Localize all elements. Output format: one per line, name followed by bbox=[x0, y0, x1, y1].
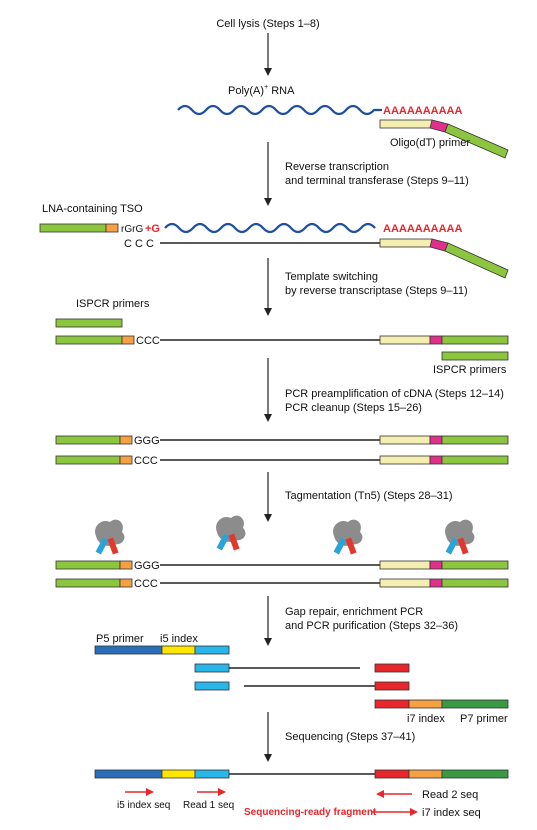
step-sequencing: Sequencing (Steps 37–41) bbox=[285, 731, 415, 743]
final-i7 bbox=[408, 769, 443, 779]
read1-primer-seg bbox=[194, 645, 230, 655]
ds3-magenta-bottom bbox=[429, 578, 443, 588]
ds-magenta-1 bbox=[429, 335, 443, 345]
p7-primer-seg bbox=[441, 699, 509, 709]
p5-primer-label: P5 primer bbox=[96, 633, 144, 645]
final-read1 bbox=[194, 769, 230, 779]
ccc-label-3: CCC bbox=[134, 578, 158, 590]
polya-rna-label: Poly(A)+ RNA bbox=[228, 84, 295, 97]
oligo-dt-label: Oligo(dT) primer bbox=[390, 137, 470, 149]
i5-index-label: i5 index bbox=[160, 633, 198, 645]
tn5-complex-3 bbox=[333, 519, 363, 555]
final-p5 bbox=[94, 769, 163, 779]
ds-orange-left bbox=[121, 335, 135, 345]
step-by-rt: by reverse transcriptase (Steps 9–11) bbox=[285, 285, 468, 297]
ispcr-primers-top-label: ISPCR primers bbox=[76, 298, 150, 310]
read1-seq-label: Read 1 seq bbox=[183, 800, 234, 811]
seq-ready-label: Sequencing-ready fragment bbox=[244, 807, 377, 818]
ispcr-primer-bottom bbox=[441, 351, 509, 361]
tso-lna-g: +G bbox=[145, 223, 160, 235]
tso-handle bbox=[39, 223, 107, 233]
final-i5 bbox=[161, 769, 196, 779]
final-read2 bbox=[374, 769, 410, 779]
step-reverse-transcription: Reverse transcription bbox=[285, 161, 389, 173]
i7-index-label: i7 index bbox=[407, 713, 445, 725]
step-gap-repair: Gap repair, enrichment PCR bbox=[285, 606, 423, 618]
ds2-magenta-top bbox=[429, 435, 443, 445]
tn5-complex-2 bbox=[216, 515, 246, 551]
ds2-handle-bottom bbox=[55, 455, 121, 465]
ds3-handle-bottom bbox=[55, 578, 121, 588]
mrna-wave bbox=[177, 104, 382, 116]
ds3-handle-right-bottom bbox=[441, 578, 509, 588]
ds2-cream-bottom bbox=[379, 455, 431, 465]
read1-top-seg bbox=[194, 663, 230, 673]
p7-primer-label: P7 primer bbox=[460, 713, 508, 725]
step-pcr-purification: and PCR purification (Steps 32–36) bbox=[285, 620, 458, 632]
i5-index-seq-label: i5 index seq bbox=[117, 800, 170, 811]
tn5-complex-1 bbox=[95, 519, 125, 555]
ds3-handle-right-top bbox=[441, 560, 509, 570]
polya-tail-2: AAAAAAAAAA bbox=[383, 223, 462, 235]
lna-tso-label: LNA-containing TSO bbox=[42, 203, 143, 215]
final-p7 bbox=[441, 769, 509, 779]
read2-bottom-seg bbox=[374, 681, 410, 691]
ds2-handle-right-bottom bbox=[441, 455, 509, 465]
ispcr-primers-bottom-label: ISPCR primers bbox=[433, 364, 507, 376]
tn5-complex-4 bbox=[445, 519, 475, 555]
read1-bottom-seg bbox=[194, 681, 230, 691]
step-cell-lysis: Cell lysis (Steps 1–8) bbox=[216, 18, 319, 30]
i5-index-seg bbox=[161, 645, 196, 655]
ds2-magenta-bottom bbox=[429, 455, 443, 465]
ds3-handle-top bbox=[55, 560, 121, 570]
mrna-wave-2 bbox=[164, 222, 376, 234]
tso-orange bbox=[105, 223, 119, 233]
ds3-cream-bottom bbox=[379, 578, 431, 588]
ispcr-primer-top bbox=[55, 318, 123, 328]
ds-cream-1 bbox=[379, 335, 431, 345]
oligo-dt-segment bbox=[379, 119, 433, 129]
p5-primer-seg bbox=[94, 645, 163, 655]
ds-handle-right-1 bbox=[441, 335, 509, 345]
i7-index-seq-label: i7 index seq bbox=[422, 807, 481, 819]
ds3-magenta-top bbox=[429, 560, 443, 570]
cdna-handle bbox=[444, 242, 509, 279]
step-pcr-preamp: PCR preamplification of cDNA (Steps 12–1… bbox=[285, 388, 504, 400]
read2-primer-seg bbox=[374, 699, 410, 709]
step-tagmentation: Tagmentation (Tn5) (Steps 28–31) bbox=[285, 490, 453, 502]
polya-tail: AAAAAAAAAA bbox=[383, 105, 462, 117]
ds2-orange-bottom bbox=[119, 455, 133, 465]
cdna-oligo-dt bbox=[379, 238, 433, 248]
step-pcr-cleanup: PCR cleanup (Steps 15–26) bbox=[285, 402, 422, 414]
ds2-cream-top bbox=[379, 435, 431, 445]
ds2-handle-top bbox=[55, 435, 121, 445]
oligo-dt-handle bbox=[444, 123, 509, 159]
read2-top-seg bbox=[374, 663, 410, 673]
ccc-label-1: CCC bbox=[136, 335, 160, 347]
tso-rgrg: rGrG bbox=[121, 224, 143, 235]
ds2-orange-top bbox=[119, 435, 133, 445]
step-template-switching: Template switching bbox=[285, 271, 378, 283]
ccc-spaced: C C C bbox=[124, 238, 154, 250]
ds-handle-left bbox=[55, 335, 123, 345]
i7-index-seg bbox=[408, 699, 443, 709]
ds3-cream-top bbox=[379, 560, 431, 570]
ccc-label-2: CCC bbox=[134, 455, 158, 467]
step-terminal-transferase: and terminal transferase (Steps 9–11) bbox=[285, 175, 469, 187]
ggg-label-2: GGG bbox=[134, 560, 160, 572]
ds2-handle-right-top bbox=[441, 435, 509, 445]
ds3-orange-bottom bbox=[119, 578, 133, 588]
read2-seq-label: Read 2 seq bbox=[422, 789, 478, 801]
ggg-label-1: GGG bbox=[134, 435, 160, 447]
ds3-orange-top bbox=[119, 560, 133, 570]
